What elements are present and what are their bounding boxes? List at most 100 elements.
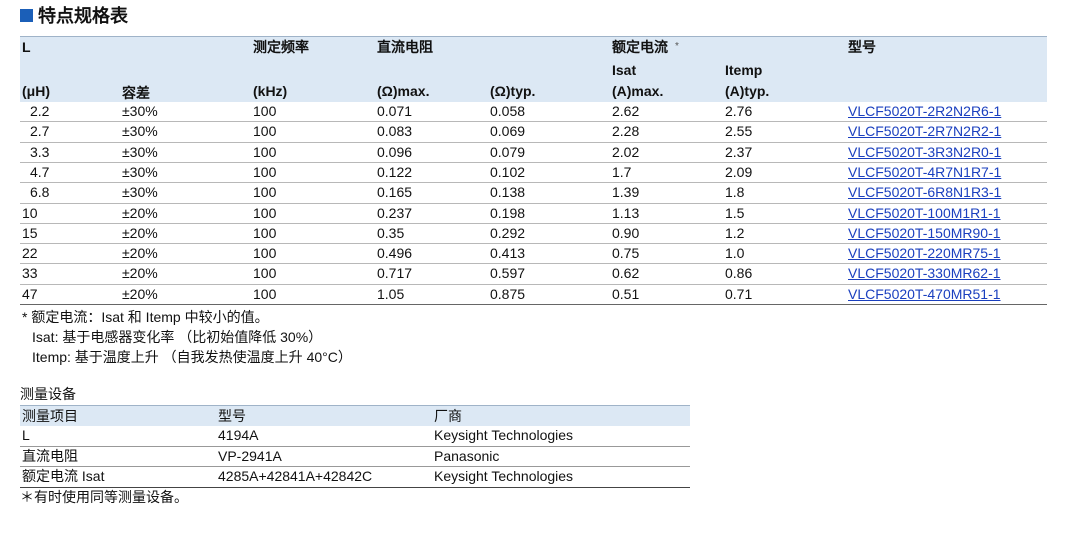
- table-cell: 100: [253, 143, 277, 160]
- model-link[interactable]: VLCF5020T-2R7N2R2-1: [848, 123, 1002, 140]
- table-cell: 1.05: [377, 285, 405, 302]
- table-cell: ±20%: [122, 245, 158, 262]
- table-cell: 0.079: [490, 143, 526, 160]
- table-cell: 1.5: [725, 204, 745, 221]
- table-cell: 1.39: [612, 184, 640, 201]
- header-cell: (μH): [22, 83, 50, 99]
- row-divider: [20, 161, 1047, 163]
- model-link[interactable]: VLCF5020T-150MR90-1: [848, 224, 1001, 241]
- row-divider: [20, 222, 1047, 224]
- table-cell: 0.75: [612, 245, 640, 262]
- header-cell: 额定电流: [612, 39, 668, 55]
- table-cell: 0.292: [490, 224, 526, 241]
- table-cell: 0.496: [377, 245, 413, 262]
- eq-cell: 4285A+42841A+42842C: [218, 468, 373, 484]
- table-cell: 10: [22, 204, 38, 221]
- table-cell: ±20%: [122, 224, 158, 241]
- table-cell: 0.717: [377, 265, 413, 282]
- table-cell: 6.8: [30, 184, 50, 201]
- table-cell: 22: [22, 245, 38, 262]
- table-cell: 0.90: [612, 224, 640, 241]
- eq-cell: 额定电流 Isat: [22, 468, 105, 484]
- table-cell: 33: [22, 265, 38, 282]
- table-cell: ±30%: [122, 163, 158, 180]
- eq-header-cell: 厂商: [434, 408, 462, 424]
- table-cell: 0.058: [490, 103, 526, 119]
- eq-header-cell: 型号: [218, 408, 246, 424]
- table-cell: 100: [253, 163, 277, 180]
- table-cell: 0.51: [612, 285, 640, 302]
- eq-row-divider: [20, 466, 690, 467]
- row-divider: [20, 304, 1047, 305]
- row-divider: [20, 121, 1047, 123]
- row-divider: [20, 141, 1047, 143]
- table-cell: 100: [253, 285, 277, 302]
- model-link[interactable]: VLCF5020T-2R2N2R6-1: [848, 103, 1002, 119]
- eq-header-bg: [20, 405, 690, 426]
- eq-footnote: ＊有时使用同等测量设备。: [20, 489, 188, 505]
- table-cell: ±30%: [122, 123, 158, 140]
- table-cell: 2.28: [612, 123, 640, 140]
- table-cell: 0.122: [377, 163, 413, 180]
- header-cell: 测定频率: [253, 39, 309, 55]
- table-cell: 0.198: [490, 204, 526, 221]
- header-cell: 直流电阻: [377, 39, 433, 55]
- header-cell: (A)max.: [612, 83, 664, 99]
- table-cell: 0.102: [490, 163, 526, 180]
- table-cell: 2.55: [725, 123, 753, 140]
- table-cell: 2.02: [612, 143, 640, 160]
- table-cell: 2.37: [725, 143, 753, 160]
- table-cell: 0.165: [377, 184, 413, 201]
- table-cell: 0.86: [725, 265, 753, 282]
- row-divider: [20, 182, 1047, 184]
- table-cell: 15: [22, 224, 38, 241]
- table-cell: 2.09: [725, 163, 753, 180]
- table-cell: 0.597: [490, 265, 526, 282]
- table-cell: 100: [253, 265, 277, 282]
- table-cell: 0.413: [490, 245, 526, 262]
- eq-row-divider: [20, 445, 690, 447]
- table-cell: 0.083: [377, 123, 413, 140]
- table-cell: 0.71: [725, 285, 753, 302]
- table-cell: ±30%: [122, 103, 158, 119]
- model-link[interactable]: VLCF5020T-3R3N2R0-1: [848, 143, 1002, 160]
- header-cell: L: [22, 39, 31, 55]
- title-icon: [20, 9, 33, 22]
- model-link[interactable]: VLCF5020T-470MR51-1: [848, 285, 1001, 302]
- header-bg: [20, 36, 1047, 102]
- header-cell: (Ω)typ.: [490, 83, 536, 99]
- table-cell: 100: [253, 204, 277, 221]
- table-cell: 100: [253, 224, 277, 241]
- table-cell: 1.13: [612, 204, 640, 221]
- model-link[interactable]: VLCF5020T-6R8N1R3-1: [848, 184, 1002, 201]
- table-cell: 2.7: [30, 123, 50, 140]
- header-cell: Isat: [612, 62, 637, 78]
- note: * 额定电流：Isat 和 Itemp 中较小的值。: [22, 309, 269, 325]
- row-divider: [20, 263, 1047, 265]
- model-link[interactable]: VLCF5020T-220MR75-1: [848, 245, 1001, 262]
- table-cell: 1.8: [725, 184, 745, 201]
- note: Itemp: 基于温度上升 （自我发热使温度上升 40°C）: [32, 349, 352, 365]
- table-cell: 100: [253, 245, 277, 262]
- header-cell: 容差: [122, 85, 150, 101]
- table-cell: 1.0: [725, 245, 745, 262]
- model-link[interactable]: VLCF5020T-4R7N1R7-1: [848, 163, 1002, 180]
- table-cell: 0.237: [377, 204, 413, 221]
- table-cell: ±20%: [122, 285, 158, 302]
- table-cell: 0.071: [377, 103, 413, 119]
- row-divider: [20, 283, 1047, 285]
- section-title: 测量设备: [20, 386, 76, 402]
- table-cell: ±20%: [122, 265, 158, 282]
- model-link[interactable]: VLCF5020T-330MR62-1: [848, 265, 1001, 282]
- model-link[interactable]: VLCF5020T-100M1R1-1: [848, 204, 1001, 221]
- row-divider: [20, 243, 1047, 245]
- eq-cell: VP-2941A: [218, 447, 282, 464]
- eq-cell: 直流电阻: [22, 447, 78, 464]
- eq-cell: Keysight Technologies: [434, 468, 574, 484]
- header-cell: Itemp: [725, 62, 763, 78]
- title: 特点规格表: [38, 6, 128, 26]
- table-cell: 100: [253, 103, 277, 119]
- table-cell: 2.76: [725, 103, 753, 119]
- header-cell: (A)typ.: [725, 83, 770, 99]
